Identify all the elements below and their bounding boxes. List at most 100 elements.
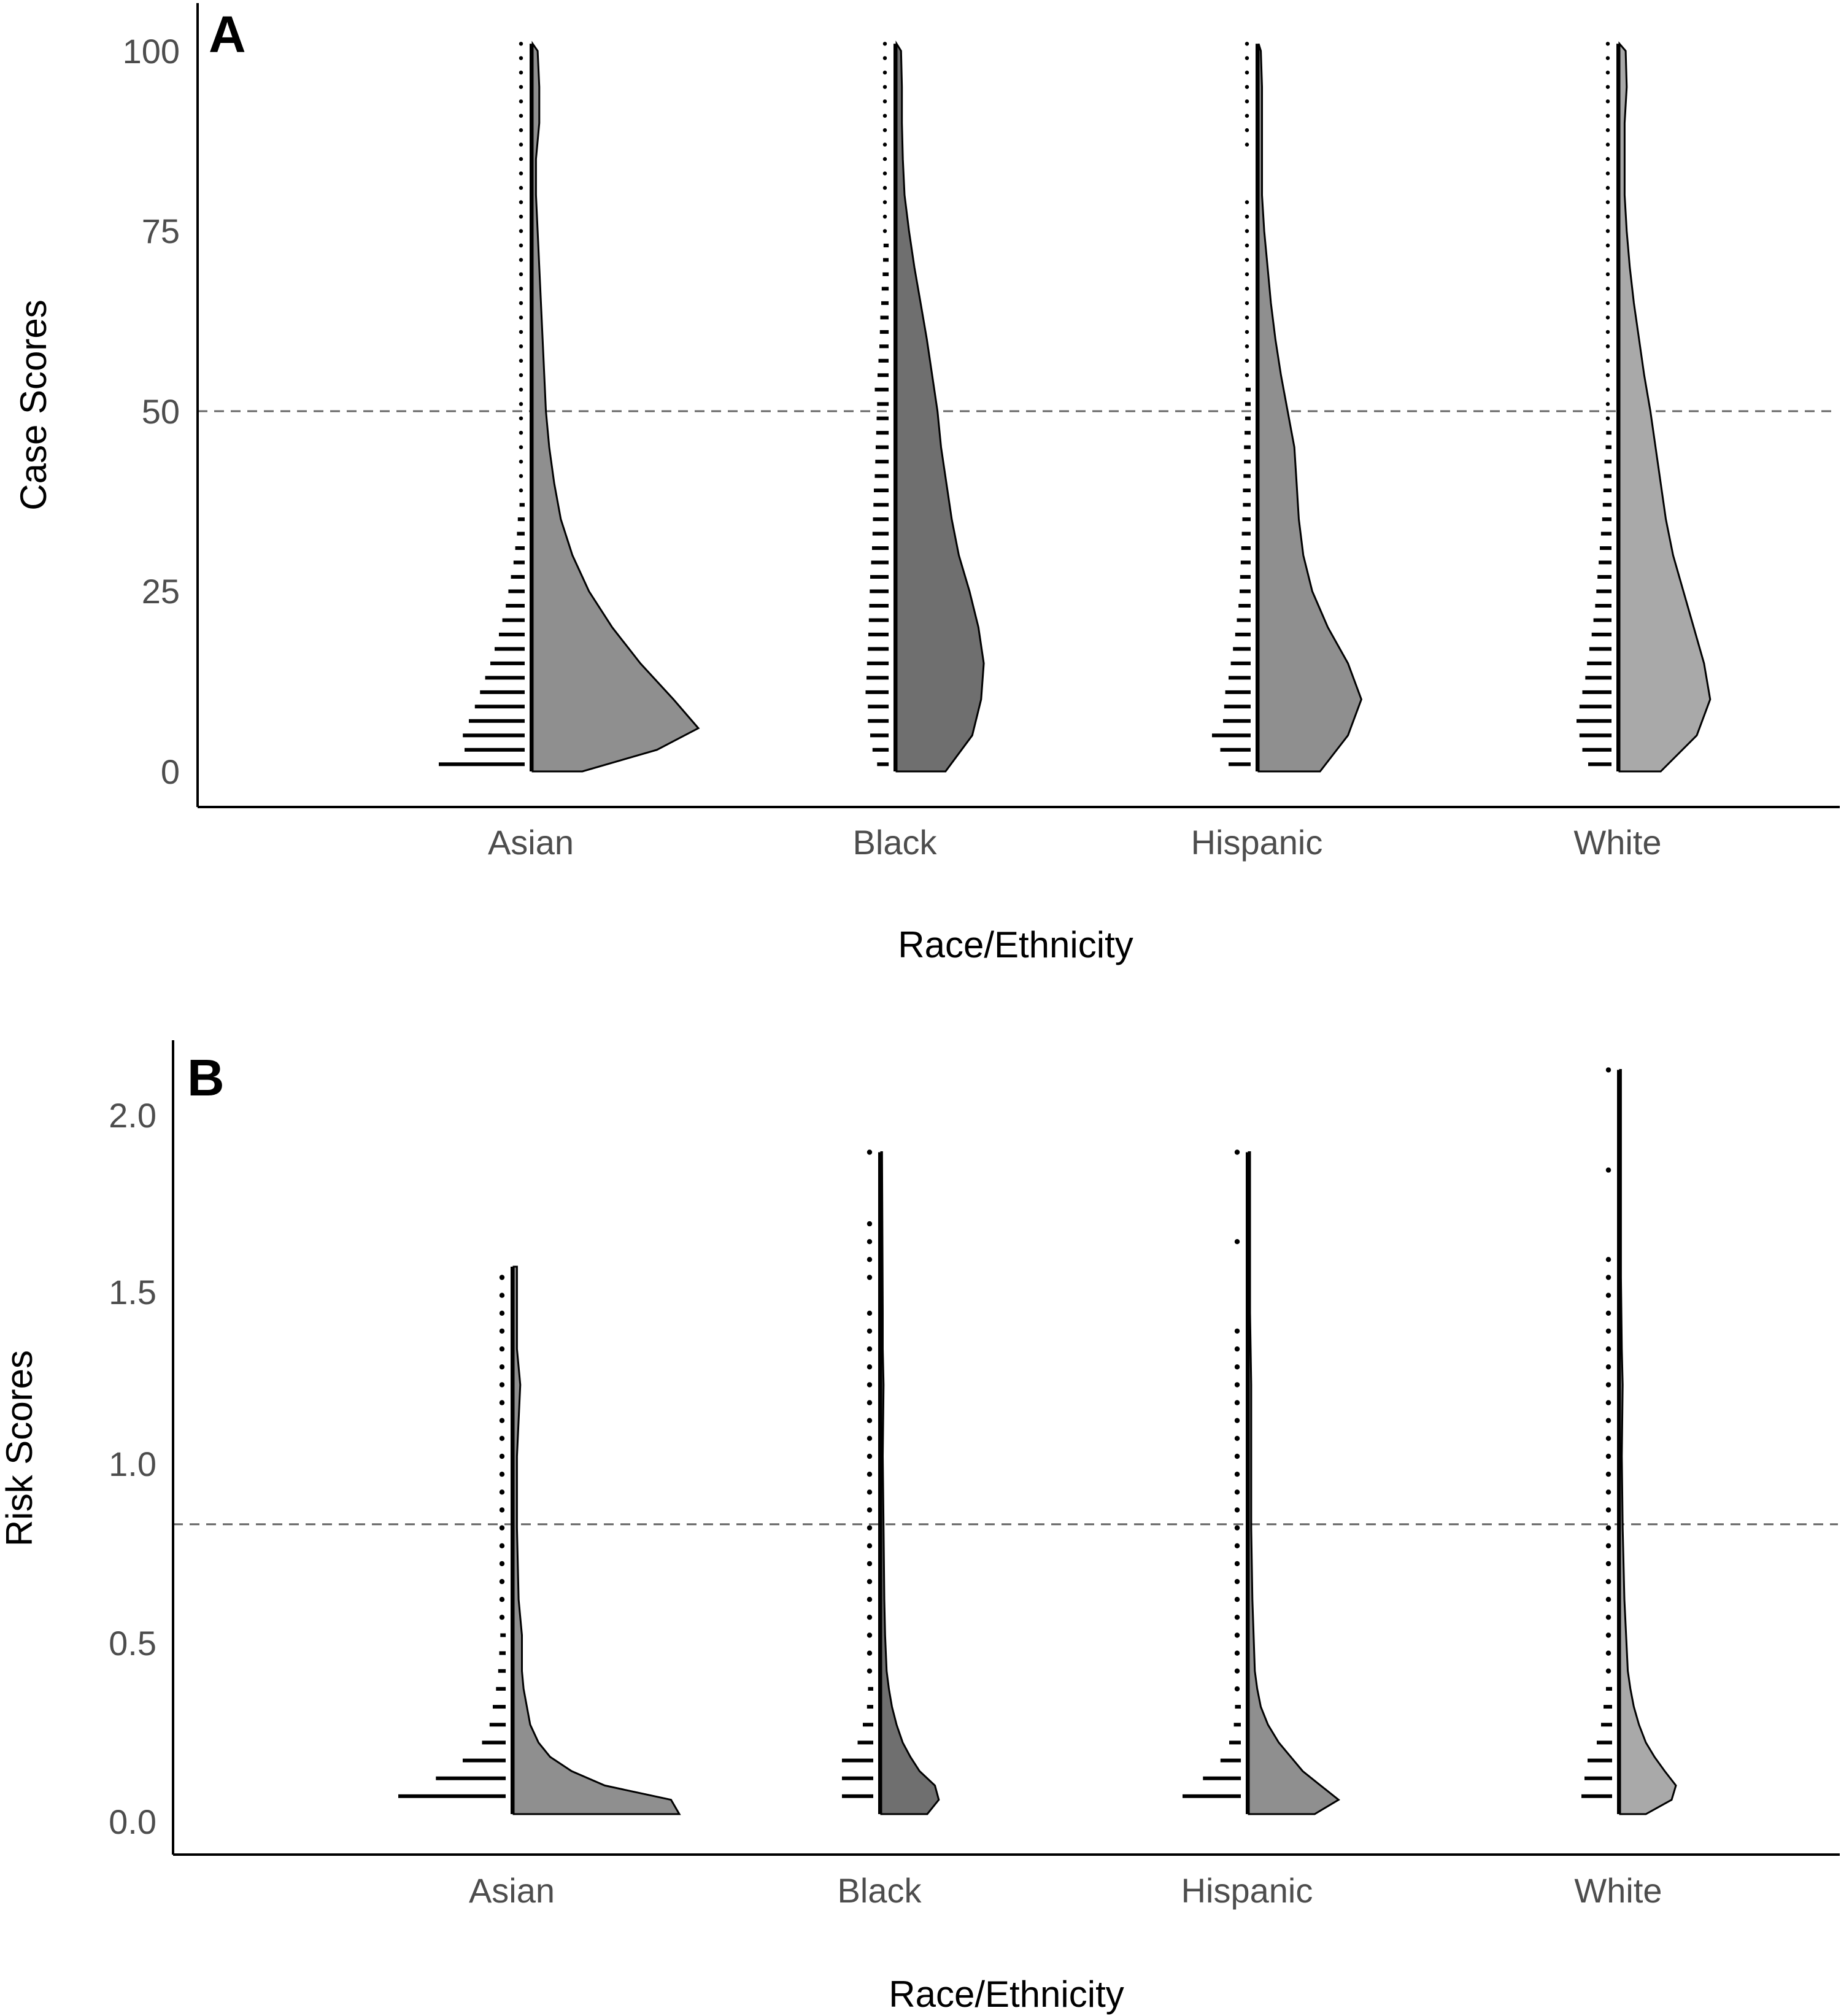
- panel-a-asian-hist-bar: [506, 604, 525, 608]
- panel-b-hispanic-hist-bar: [1203, 1776, 1241, 1780]
- panel-b-asian-hist-dot: [499, 1292, 505, 1298]
- panel-a-white-hist-dot: [1605, 387, 1610, 392]
- panel-b-asian-hist-dot: [499, 1435, 505, 1441]
- panel-a-x-tick-hispanic: Hispanic: [1191, 823, 1323, 862]
- panel-a-asian-hist-dot: [519, 99, 523, 104]
- panel-a-black-hist-bar: [870, 733, 889, 738]
- panel-a-asian-hist-dot: [519, 128, 523, 133]
- panel-a-asian-hist-dot: [519, 287, 523, 291]
- panel-b-white-hist-dot: [1605, 1453, 1611, 1459]
- panel-b-hispanic-hist-dot: [1234, 1578, 1240, 1585]
- panel-a-hispanic-hist-dot: [1245, 358, 1249, 363]
- panel-b-black-hist-dot: [866, 1310, 873, 1316]
- panel-b-white-hist-dot: [1605, 1067, 1611, 1073]
- panel-b-asian-hist-dot: [499, 1489, 505, 1495]
- panel-a-white-hist-bar: [1604, 474, 1611, 478]
- panel-b-black-hist-dot: [866, 1275, 873, 1280]
- panel-a-white-hist-dot: [1605, 243, 1610, 248]
- panel-a-hispanic-hist-bar: [1241, 531, 1251, 536]
- panel-b-black-hist-bar: [866, 1705, 873, 1709]
- panel-b-white-hist-dot: [1605, 1507, 1611, 1513]
- panel-b-asian-hist-bar: [498, 1669, 506, 1673]
- panel-a-hispanic-hist-bar: [1245, 387, 1251, 392]
- panel-a-asian-hist-dot: [519, 85, 523, 89]
- panel-a-asian-hist-bar: [474, 705, 525, 709]
- panel-b-y-tick-0: 0.0: [109, 1802, 156, 1841]
- panel-b-hispanic-hist-dot: [1234, 1453, 1240, 1459]
- panel-b-white-hist-dot: [1605, 1615, 1611, 1620]
- panel-b-asian-hist-dot: [499, 1382, 505, 1388]
- panel-b-hispanic-hist-dot: [1234, 1382, 1240, 1388]
- panel-b-asian-hist-dot: [499, 1578, 505, 1585]
- panel-a-asian-hist-dot: [519, 431, 523, 435]
- panel-b-x-axis-label: Race/Ethnicity: [889, 1974, 1124, 2015]
- panel-a-asian-hist-dot: [519, 373, 523, 377]
- panel-a-asian-hist-bar: [465, 747, 525, 752]
- panel-a-black-hist-dot: [882, 99, 887, 104]
- panel-a-black-hist-bar: [880, 315, 889, 320]
- panel-a-asian-hist-bar: [508, 589, 525, 593]
- panel-a-asian-hist-dot: [519, 114, 523, 118]
- panel-a-asian-hist-dot: [519, 460, 523, 464]
- panel-a-hispanic-hist-dot: [1245, 258, 1249, 262]
- panel-a-asian-hist-dot: [519, 243, 523, 248]
- panel-a-hispanic-hist-bar: [1229, 676, 1251, 680]
- panel-a-asian-hist-dot: [519, 258, 523, 262]
- panel-a-asian-hist-dot: [519, 488, 523, 493]
- panel-a-asian-hist-bar: [517, 531, 525, 536]
- panel-b-black-hist-dot: [866, 1650, 873, 1656]
- panel-b-white-hist-dot: [1605, 1435, 1611, 1441]
- panel-a-black-hist-bar: [869, 604, 889, 608]
- panel-a-hispanic-hist-dot: [1245, 287, 1249, 291]
- panel-a-black-hist-bar: [883, 258, 889, 262]
- panel-b-black-hist-dot: [866, 1507, 873, 1513]
- panel-a-black-hist-bar: [877, 402, 889, 406]
- panel-b-black-hist-dot: [866, 1382, 873, 1388]
- panel-b-black-hist-dot: [866, 1597, 873, 1602]
- panel-a-hispanic-hist-dot: [1245, 114, 1249, 118]
- panel-a-white-hist-bar: [1585, 676, 1612, 680]
- panel-b-white-hist-bar: [1588, 1758, 1612, 1763]
- panel-a-black-hist-bar: [876, 431, 889, 435]
- panel-b-asian-hist-dot: [499, 1615, 505, 1620]
- panel-b-hispanic-hist-dot: [1234, 1418, 1240, 1423]
- panel-b-y-tick-05: 0.5: [109, 1624, 156, 1663]
- panel-a-black-hist-dot: [882, 85, 887, 89]
- panel-a-black-hist-dot: [882, 114, 887, 118]
- panel-a-black-hist-dot: [882, 185, 887, 190]
- panel-a-asian-hist-dot: [519, 71, 523, 75]
- panel-b-hispanic-hist-dot: [1234, 1400, 1240, 1405]
- panel-b-black-hist-dot: [866, 1400, 873, 1405]
- panel-a-hispanic-hist-bar: [1243, 474, 1251, 478]
- panel-b-y-tick-10: 1.0: [109, 1445, 156, 1483]
- panel-b-hispanic-hist-dot: [1234, 1615, 1240, 1620]
- panel-a-asian-hist-dot: [519, 214, 523, 219]
- panel-a-black-hist-dot: [882, 71, 887, 75]
- panel-b-white-hist-bar: [1584, 1776, 1612, 1780]
- panel-a-hispanic-hist-bar: [1224, 705, 1251, 709]
- panel-b-asian-hist-dot: [499, 1364, 505, 1370]
- panel-b-black-hist-bar: [868, 1686, 873, 1691]
- panel-a-white-hist-dot: [1605, 185, 1610, 190]
- panel-b-hispanic-hist-bar: [1183, 1794, 1241, 1798]
- panel-a-white-hist-bar: [1579, 705, 1612, 709]
- panel-a-hispanic-hist-dot: [1245, 214, 1249, 219]
- panel-b-white-hist-bar: [1601, 1723, 1612, 1727]
- panel-a-asian-hist-bar: [439, 762, 525, 767]
- panel-b-asian-hist-bar: [482, 1740, 506, 1745]
- panel-b-hispanic-hist-dot: [1234, 1435, 1240, 1441]
- panel-a-asian-hist-bar: [517, 517, 525, 522]
- panel-a-black-hist-bar: [883, 244, 889, 247]
- panel-a-hispanic-hist-bar: [1244, 445, 1251, 449]
- panel-b-asian-hist-dot: [499, 1507, 505, 1513]
- panel-b-hispanic-hist-dot: [1234, 1561, 1240, 1567]
- panel-a-white-hist-dot: [1605, 315, 1610, 320]
- panel-b-hispanic-hist-dot: [1234, 1668, 1240, 1674]
- panel-a-asian-hist-bar: [490, 661, 525, 665]
- panel-b-hispanic-hist-bar: [1220, 1758, 1241, 1763]
- panel-a-white-hist-dot: [1605, 128, 1610, 133]
- panel-a-black-hist-bar: [868, 705, 889, 709]
- panel-a-white-hist-dot: [1605, 42, 1610, 46]
- panel-a-asian-hist-dot: [519, 200, 523, 204]
- panel-a-y-tick-25: 25: [142, 572, 180, 611]
